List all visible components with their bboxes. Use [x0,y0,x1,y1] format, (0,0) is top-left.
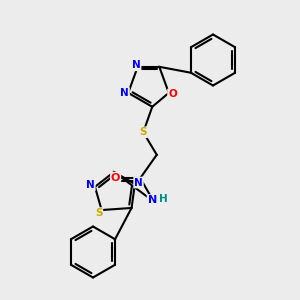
Text: H: H [159,194,168,204]
Text: N: N [132,60,141,70]
Text: O: O [111,172,120,183]
Text: N: N [134,178,143,188]
Text: S: S [95,208,102,218]
Text: N: N [120,88,129,98]
Text: N: N [86,180,95,190]
Text: O: O [168,89,177,99]
Text: S: S [140,127,147,137]
Text: N: N [148,195,157,205]
